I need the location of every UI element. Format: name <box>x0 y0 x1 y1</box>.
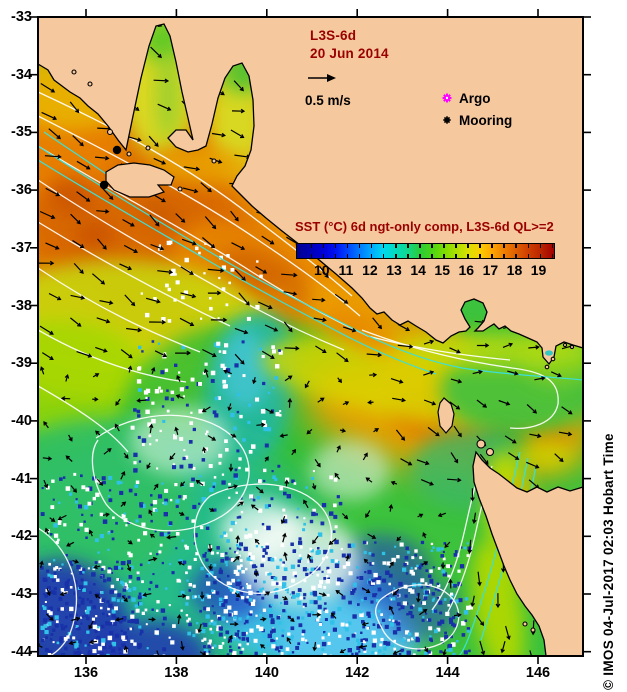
colorbar-tick <box>479 254 481 258</box>
colorbar-tick <box>419 244 421 248</box>
x-tick-label-146: 146 <box>525 665 551 681</box>
title-date: 20 Jun 2014 <box>310 46 389 61</box>
mooring-label: Mooring <box>459 113 513 128</box>
colorbar-tick <box>515 254 517 258</box>
colorbar-tick <box>419 254 421 258</box>
colorbar-tick <box>455 244 457 248</box>
scale-arrow <box>308 74 336 82</box>
king-island <box>437 397 455 434</box>
y-tick-label--33: -33 <box>11 9 32 25</box>
colorbar <box>296 243 555 259</box>
kangaroo-island <box>105 162 175 198</box>
colorbar-tick <box>551 244 554 248</box>
y-tick-label--44: -44 <box>11 643 32 660</box>
colorbar-tick-label-14: 14 <box>410 262 426 278</box>
attribution: © IMOS 04-Jul-2017 02:03 Hobart Time <box>601 433 616 690</box>
colorbar-tick <box>322 244 325 248</box>
x-tick-label-144: 144 <box>435 665 460 681</box>
y-tick-label--35: -35 <box>11 124 32 141</box>
y-tick-label--42: -42 <box>11 528 32 545</box>
colorbar-tick <box>551 254 554 258</box>
colorbar-tick <box>443 244 445 248</box>
colorbar-tick <box>346 244 349 248</box>
colorbar-tick-label-12: 12 <box>362 262 378 278</box>
argo-label: Argo <box>459 91 491 106</box>
x-tick-label-136: 136 <box>73 665 99 681</box>
colorbar-tick <box>322 254 325 258</box>
colorbar-tick <box>395 254 397 258</box>
vector-scale-label: 0.5 m/s <box>305 93 351 108</box>
colorbar-tick <box>431 254 433 258</box>
colorbar-tick <box>370 254 373 258</box>
colorbar-tick-label-18: 18 <box>506 262 523 278</box>
colorbar-tick <box>310 254 313 258</box>
colorbar-tick <box>539 254 542 258</box>
colorbar-tick <box>467 244 469 248</box>
colorbar-tick <box>503 244 505 248</box>
argo-legend-marker <box>442 93 452 103</box>
x-tick-label-142: 142 <box>345 665 370 681</box>
colorbar-tick-label-16: 16 <box>458 262 475 278</box>
colorbar-tick-label-13: 13 <box>386 262 402 278</box>
corner-inlet <box>545 350 553 356</box>
colorbar-tick-label-11: 11 <box>338 262 354 278</box>
y-tick-label--39: -39 <box>11 355 32 372</box>
colorbar-tick <box>310 244 313 248</box>
y-tick-label--36: -36 <box>11 182 32 199</box>
colorbar-tick <box>382 254 385 258</box>
title-product: L3S-6d <box>310 28 357 43</box>
cloud-speckle <box>40 240 473 656</box>
colorbar-tick <box>455 254 457 258</box>
plot-title: L3S-6d 20 Jun 2014 <box>310 27 389 63</box>
axis-ticks <box>30 9 591 664</box>
y-tick-label--41: -41 <box>11 470 32 487</box>
coastline <box>37 23 584 657</box>
y-tick-label--40: -40 <box>11 412 32 429</box>
colorbar-tick-label-19: 19 <box>530 262 547 278</box>
colorbar-tick <box>395 244 397 248</box>
plot-frame <box>37 16 584 657</box>
y-tick-label--37: -37 <box>11 239 32 256</box>
colorbar-tick <box>407 244 409 248</box>
colorbar-tick-label-10: 10 <box>313 262 330 278</box>
colorbar-tick <box>334 244 337 248</box>
colorbar-label: SST (°C) 6d ngt-only comp, L3S-6d QL>=2 <box>295 219 554 234</box>
colorbar-tick <box>491 254 493 258</box>
y-tick-label--43: -43 <box>11 586 32 602</box>
colorbar-tick <box>443 254 445 258</box>
colorbar-tick <box>527 254 529 258</box>
colorbar-tick-label-17: 17 <box>482 262 499 278</box>
colorbar-tick <box>334 254 337 258</box>
colorbar-tick <box>503 254 505 258</box>
colorbar-tick <box>407 254 409 258</box>
x-tick-label-138: 138 <box>164 665 189 681</box>
colorbar-tick <box>527 244 529 248</box>
colorbar-tick <box>479 244 481 248</box>
colorbar-tick <box>358 244 361 248</box>
y-tick-label--38: -38 <box>11 297 32 314</box>
colorbar-tick <box>346 254 349 258</box>
y-tick-label--34: -34 <box>11 66 32 83</box>
colorbar-tick <box>370 244 373 248</box>
mooring-marker <box>99 180 109 190</box>
islets <box>71 69 575 633</box>
mooring-marker <box>112 145 122 155</box>
colorbar-tick-label-15: 15 <box>434 262 450 278</box>
colorbar-tick <box>382 244 385 248</box>
colorbar-tick <box>539 244 542 248</box>
colorbar-tick <box>491 244 493 248</box>
colorbar-tick <box>515 244 517 248</box>
colorbar-tick <box>467 254 469 258</box>
mooring-legend-marker <box>443 116 451 124</box>
colorbar-tick <box>358 254 361 258</box>
x-tick-label-140: 140 <box>254 665 279 681</box>
colorbar-tick <box>431 244 433 248</box>
